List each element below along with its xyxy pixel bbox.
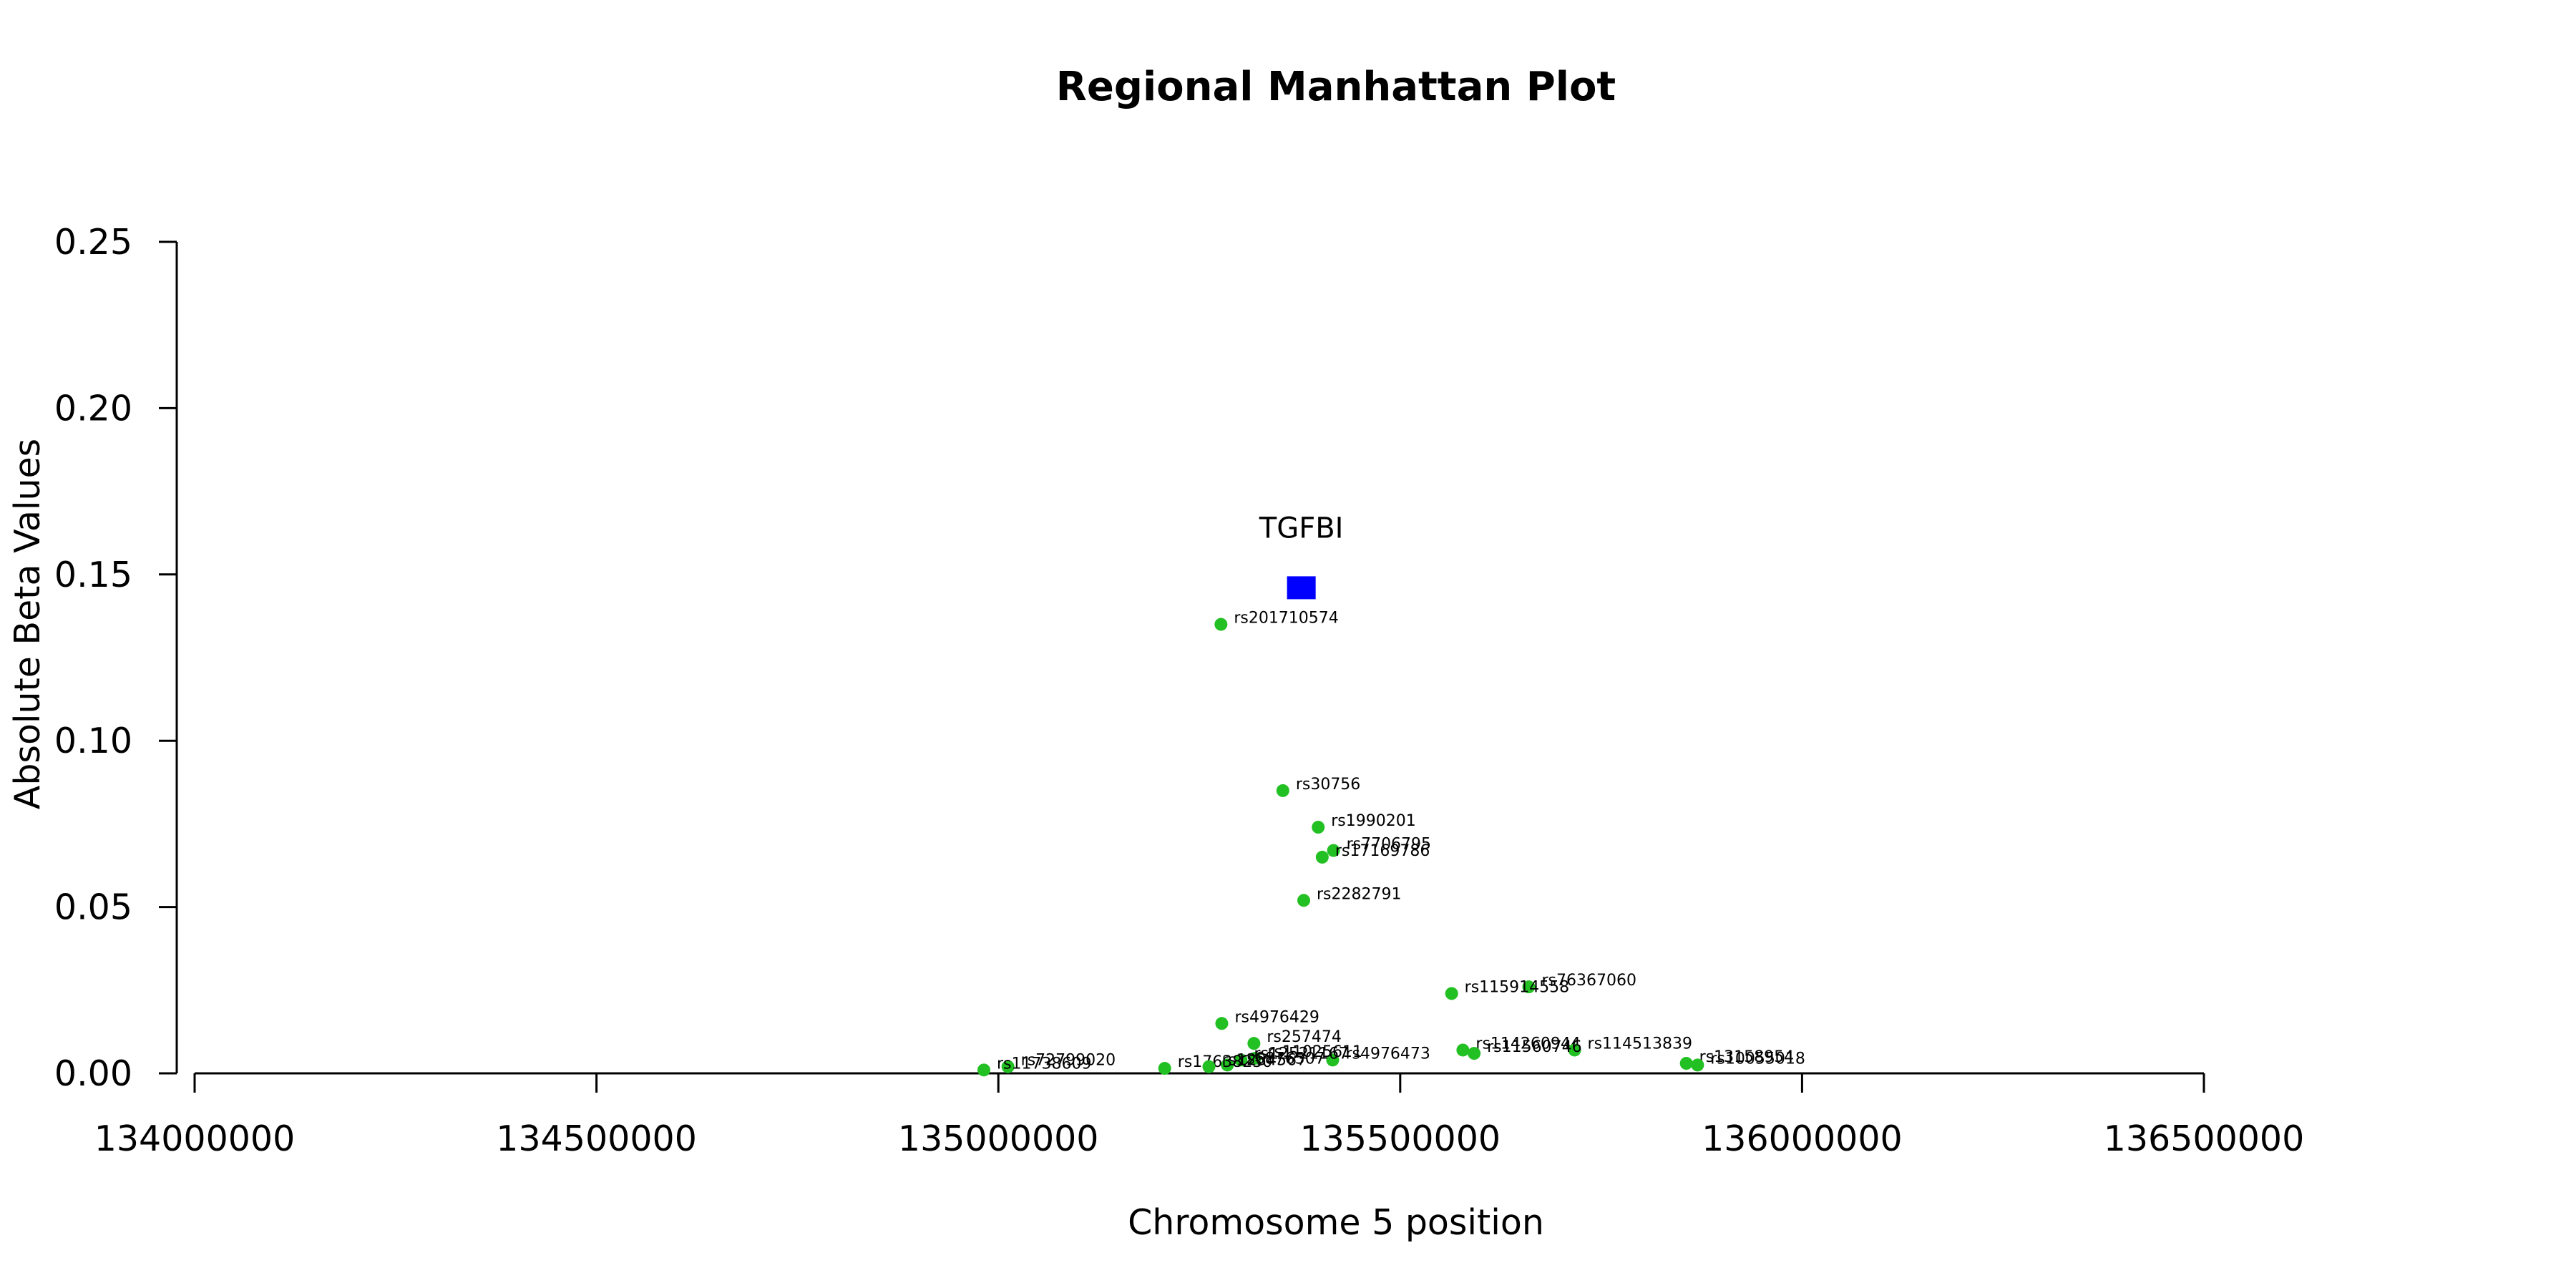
snp-point: [1297, 894, 1311, 907]
x-tick-label: 136500000: [2104, 1118, 2305, 1159]
x-tick-label: 135000000: [898, 1118, 1099, 1159]
snp-label: rs11560746: [1487, 1038, 1581, 1056]
snp-label: rs4976473: [1345, 1045, 1430, 1063]
gene-label: TGFBI: [1259, 512, 1344, 545]
snp-label: rs4976429: [1234, 1008, 1319, 1026]
snp-point: [1445, 987, 1458, 1000]
x-tick-label: 135500000: [1300, 1118, 1501, 1159]
snp-label: rs201710574: [1234, 610, 1338, 628]
snp-label: rs6876507: [1240, 1050, 1325, 1068]
snp-point: [1215, 1017, 1229, 1030]
y-tick-label: 0.05: [54, 887, 132, 928]
snp-label: rs115914558: [1465, 978, 1569, 996]
snp-point: [1522, 980, 1536, 994]
snp-label: rs2282791: [1317, 885, 1402, 903]
snp-point: [977, 1063, 990, 1077]
snp-label: rs17169786: [1335, 842, 1430, 860]
snp-point: [1326, 1053, 1340, 1067]
snp-point: [1001, 1060, 1015, 1073]
y-tick-label: 0.00: [54, 1053, 132, 1094]
snp-label: rs30756: [1296, 776, 1361, 794]
y-tick-label: 0.10: [54, 721, 132, 761]
snp-label: rs13158954: [1699, 1048, 1794, 1066]
x-axis-label: Chromosome 5 position: [1128, 1202, 1544, 1243]
snp-label: rs1990201: [1331, 812, 1416, 830]
snp-point: [1456, 1043, 1470, 1057]
snp-point: [1234, 1053, 1248, 1067]
y-axis-label: Absolute Beta Values: [7, 439, 48, 809]
snp-label: rs10055018: [1710, 1050, 1805, 1068]
snp-label: rs17638230: [1178, 1053, 1272, 1071]
snp-point: [1247, 1037, 1261, 1050]
snp-point: [1568, 1043, 1581, 1057]
y-tick-label: 0.25: [54, 222, 132, 263]
snp-point: [1468, 1047, 1481, 1060]
snp-point: [1327, 844, 1340, 857]
snp-label: rs1234567: [1221, 1052, 1307, 1070]
snp-point: [1312, 821, 1325, 834]
snp-label: rs11025611: [1268, 1043, 1362, 1061]
x-tick-label: 134500000: [496, 1118, 697, 1159]
snp-label: rs76367060: [1542, 972, 1636, 990]
snp-label: rs12521167: [1254, 1045, 1348, 1063]
gene-marker: [1287, 576, 1316, 600]
y-tick-label: 0.20: [54, 388, 132, 429]
snp-point: [1691, 1058, 1704, 1072]
snp-label: rs72799020: [1021, 1052, 1116, 1070]
snp-label: rs114513839: [1588, 1035, 1692, 1053]
snp-point: [1202, 1060, 1216, 1073]
x-axis-ticks: 134000000 134500000 135000000 135500000 1360…: [94, 1073, 2305, 1159]
snp-point: [1276, 784, 1289, 797]
snp-point: [1315, 850, 1329, 864]
snp-point: [1248, 1052, 1262, 1065]
snp-label: rs7706795: [1347, 836, 1432, 854]
snp-label: rs11738609: [997, 1055, 1091, 1073]
snp-label: rs114260944: [1475, 1035, 1580, 1053]
y-axis-ticks: 0.00 0.05 0.10 0.15 0.20 0.25: [54, 222, 177, 1094]
x-tick-label: 134000000: [94, 1118, 296, 1159]
snp-point: [1158, 1062, 1171, 1075]
snp-point: [1679, 1057, 1693, 1070]
snp-label: rs257474: [1267, 1028, 1342, 1046]
gene-marker-group: TGFBI: [1259, 512, 1344, 600]
snp-point: [1221, 1058, 1234, 1072]
y-tick-label: 0.15: [54, 555, 132, 595]
snp-point: [1214, 618, 1228, 631]
chart-title: Regional Manhattan Plot: [1056, 64, 1616, 110]
snp-points: rs201710574rs30756rs1990201rs7706795rs17…: [977, 610, 1805, 1077]
x-tick-label: 136000000: [1702, 1118, 1903, 1159]
